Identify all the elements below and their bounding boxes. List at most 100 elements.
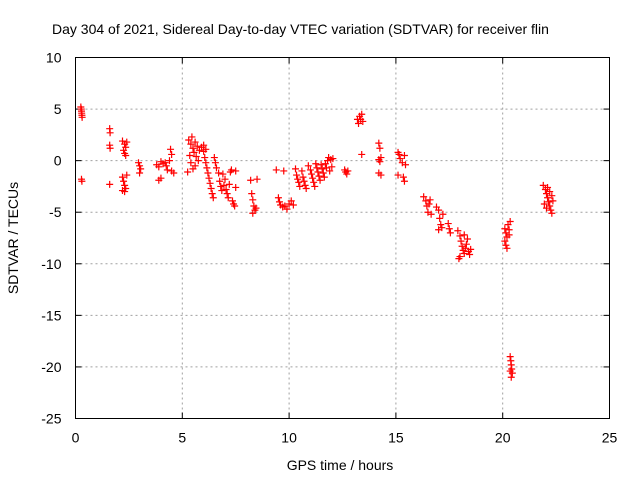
data-point (253, 175, 261, 183)
data-point (208, 190, 216, 198)
data-point (137, 165, 145, 173)
data-point (215, 169, 223, 177)
data-point (503, 244, 511, 252)
data-point (396, 155, 404, 163)
data-point (439, 210, 447, 218)
data-point (193, 142, 201, 150)
data-point (106, 129, 114, 137)
data-point (502, 241, 510, 249)
data-point (400, 151, 408, 159)
data-point (185, 136, 193, 144)
data-point (274, 194, 282, 202)
data-point (315, 172, 323, 180)
data-point (318, 165, 326, 173)
data-point (444, 220, 452, 228)
data-point (162, 162, 170, 170)
y-tick-label: -25 (41, 411, 61, 427)
data-point (329, 155, 337, 163)
data-point (155, 176, 163, 184)
data-point (170, 169, 178, 177)
data-point (328, 163, 336, 171)
data-point (544, 194, 552, 202)
data-point (506, 367, 514, 375)
data-point (249, 196, 257, 204)
data-point (201, 154, 209, 162)
data-point (224, 194, 232, 202)
data-point (304, 162, 312, 170)
data-point (436, 214, 444, 222)
data-point (326, 167, 334, 175)
data-point (209, 194, 217, 202)
data-point (344, 167, 352, 175)
x-tick-label: 20 (495, 430, 511, 446)
data-point (455, 255, 463, 263)
data-point (539, 181, 547, 189)
data-point (189, 144, 197, 152)
data-point (228, 197, 236, 205)
data-point (207, 184, 215, 192)
data-point (120, 177, 128, 185)
data-point (463, 235, 471, 243)
data-point (324, 157, 332, 165)
data-point (211, 159, 219, 167)
data-point (377, 154, 385, 162)
data-point (187, 159, 195, 167)
data-point (312, 160, 320, 168)
data-point (216, 177, 224, 185)
data-point (467, 245, 475, 253)
data-point (220, 181, 228, 189)
data-point (184, 168, 192, 176)
tick-labels: 0 5 10 15 20 25 10 5 0 -5 -10 -15 -20 -25 (41, 50, 617, 446)
data-point (456, 232, 464, 240)
data-point (466, 251, 474, 259)
data-point (165, 157, 173, 165)
data-point (136, 162, 144, 170)
data-point (295, 178, 303, 186)
data-point (399, 173, 407, 181)
data-point (427, 210, 435, 218)
data-point (118, 173, 126, 181)
data-point (506, 353, 514, 361)
data-point (457, 237, 465, 245)
data-point (547, 206, 555, 214)
data-point (231, 202, 239, 210)
data-point (272, 166, 280, 174)
data-point (287, 197, 295, 205)
data-point (540, 200, 548, 208)
data-point (313, 164, 321, 172)
data-point (358, 110, 366, 118)
data-point (225, 180, 233, 188)
data-point (316, 176, 324, 184)
x-tick-label: 25 (602, 430, 618, 446)
data-point (317, 161, 325, 169)
data-point (454, 227, 462, 235)
data-point (301, 181, 309, 189)
data-point (501, 225, 509, 233)
data-point (376, 158, 384, 166)
data-point (549, 197, 557, 205)
data-point (289, 201, 297, 209)
y-tick-label: -5 (49, 204, 62, 220)
data-point (546, 188, 554, 196)
data-point (123, 138, 131, 146)
data-point (400, 177, 408, 185)
data-point (205, 174, 213, 182)
data-point (311, 182, 319, 190)
data-point (218, 187, 226, 195)
data-point (422, 197, 430, 205)
data-point (299, 173, 307, 181)
data-point (161, 159, 169, 167)
data-point (292, 165, 300, 173)
data-point (217, 182, 225, 190)
data-point (118, 187, 126, 195)
data-point (212, 164, 220, 172)
axis-ticks (75, 57, 610, 419)
y-tick-label: -20 (41, 359, 61, 375)
data-point (322, 164, 330, 172)
data-point (123, 171, 131, 179)
data-point (377, 171, 385, 179)
data-point (191, 162, 199, 170)
data-point (460, 249, 468, 257)
data-point (78, 113, 86, 121)
data-point (296, 182, 304, 190)
